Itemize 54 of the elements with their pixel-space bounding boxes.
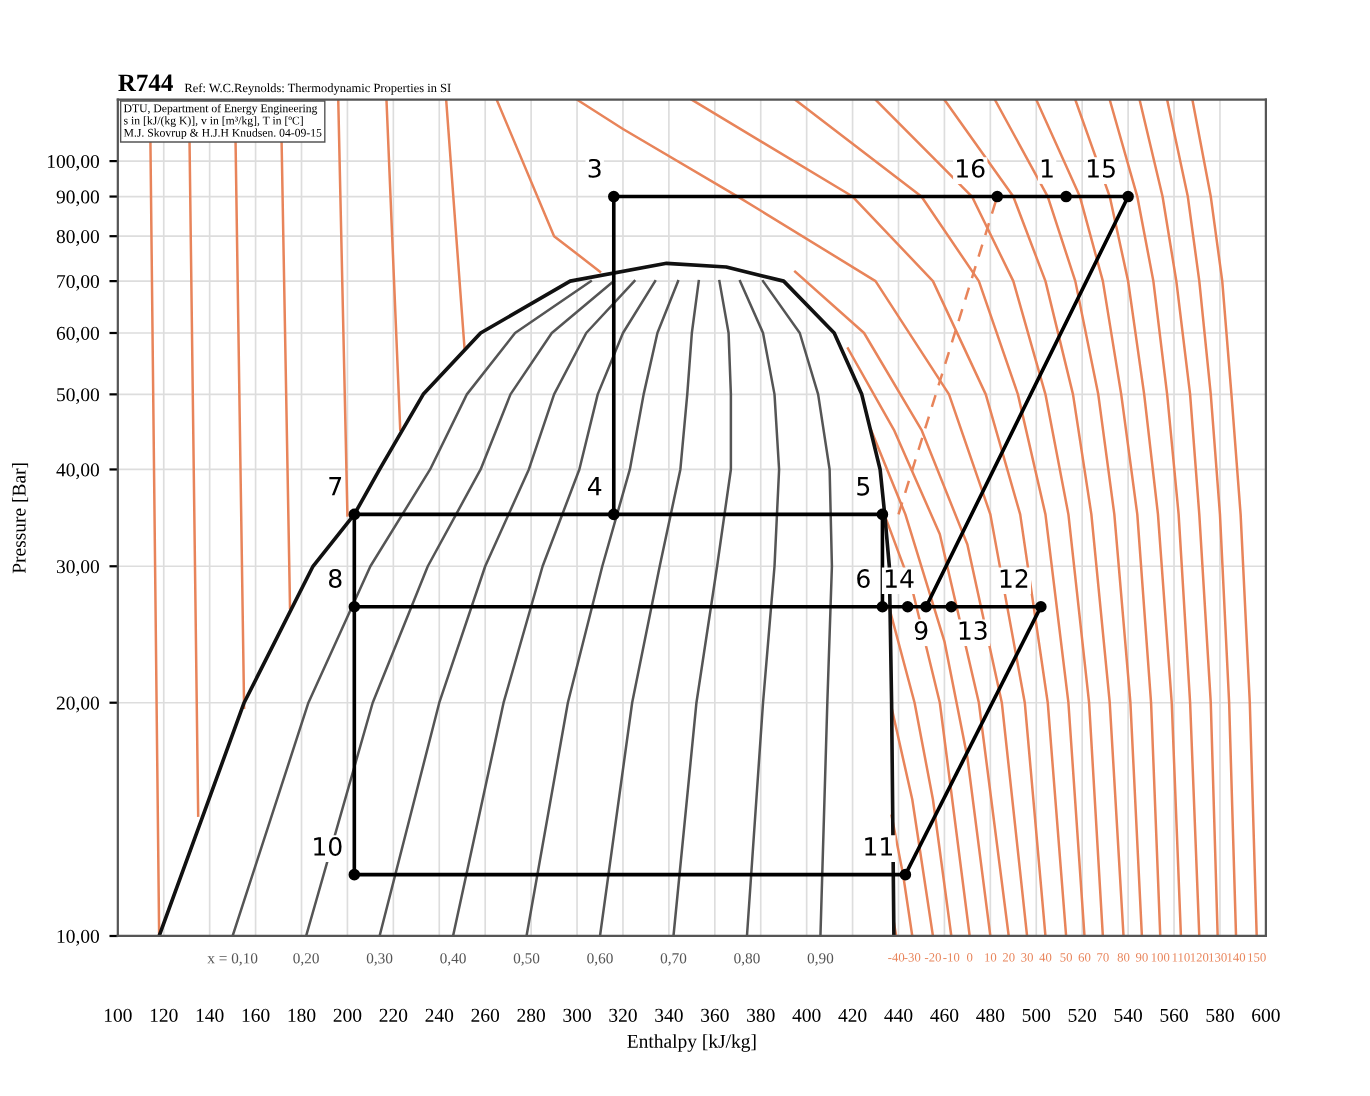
- x-tick-label: 460: [930, 1008, 959, 1022]
- x-tick-label: 580: [1206, 1008, 1234, 1022]
- x-tick-label: 220: [379, 1008, 408, 1022]
- annotation: 15: [1087, 159, 1115, 178]
- x-tick-label: 340: [655, 1008, 683, 1022]
- annotation: 16: [957, 158, 985, 178]
- y-tick-label: 10,00: [57, 929, 100, 946]
- y-tick-label: 100,00: [48, 154, 100, 171]
- x-tick-label: 380: [747, 1008, 775, 1022]
- x-tick-label: 440: [884, 1008, 913, 1022]
- annotation: 6: [857, 569, 870, 589]
- x-tick-label: 540: [1114, 1008, 1142, 1022]
- x-tick-label: 120: [150, 1008, 178, 1022]
- annotation: 10: [314, 836, 342, 856]
- x-tick-label: 240: [425, 1008, 454, 1022]
- annotation: 5: [857, 477, 870, 496]
- annotation: 11: [865, 837, 892, 856]
- annotation: 9: [914, 621, 928, 640]
- y-axis-title: Pressure [Bar]: [11, 463, 29, 574]
- chart-title: R744: [118, 74, 173, 92]
- x-tick-label: 360: [701, 1008, 729, 1022]
- x-tick-label: 160: [242, 1008, 270, 1022]
- x-tick-label: 420: [838, 1008, 867, 1022]
- y-tick-label: 50,00: [57, 388, 100, 405]
- y-tick-label: 30,00: [56, 560, 100, 576]
- annotation: 7: [329, 477, 342, 496]
- x-tick-label: 480: [976, 1008, 1005, 1022]
- x-tick-label: 500: [1022, 1008, 1051, 1022]
- x-tick-label: 180: [288, 1008, 316, 1022]
- x-tick-label: 200: [333, 1008, 362, 1022]
- x-tick-label: 320: [609, 1008, 637, 1022]
- x-tick-label: 400: [792, 1008, 821, 1022]
- annotation: 14: [885, 569, 914, 588]
- x-axis-title: Enthalpy [kJ/kg]: [627, 1034, 756, 1052]
- x-tick-label: 520: [1068, 1008, 1097, 1022]
- y-tick-label: 60,00: [56, 326, 100, 343]
- y-tick-label: 80,00: [56, 230, 100, 246]
- x-tick-label: 560: [1160, 1008, 1188, 1022]
- y-tick-label: 40,00: [56, 463, 100, 480]
- annotation: 3: [588, 158, 601, 178]
- annotation: 13: [959, 621, 987, 640]
- y-tick-label: 20,00: [56, 696, 100, 713]
- y-tick-label: 90,00: [56, 190, 100, 207]
- x-tick-label: 280: [517, 1008, 545, 1022]
- annotation: 4: [587, 477, 602, 496]
- annotation: 1: [1041, 159, 1053, 178]
- x-tick-label: 600: [1252, 1008, 1280, 1022]
- x-tick-label: 300: [563, 1008, 591, 1022]
- x-tick-label: 100: [104, 1008, 132, 1022]
- y-tick-label: 70,00: [57, 274, 100, 291]
- annotation: 8: [329, 569, 342, 589]
- annotation: 12: [1000, 569, 1028, 588]
- x-tick-label: 260: [471, 1008, 500, 1022]
- x-tick-label: 140: [196, 1008, 224, 1022]
